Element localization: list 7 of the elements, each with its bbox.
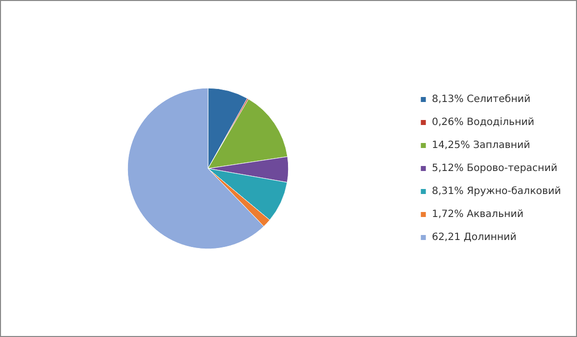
legend-label: 1,72% Аквальний — [432, 209, 524, 220]
legend-label: 8,31% Яружно-балковий — [432, 186, 561, 197]
legend-label: 62,21 Долинний — [432, 232, 517, 243]
legend-label: 0,26% Вододільний — [432, 117, 534, 128]
legend-label: 5,12% Борово-терасний — [432, 163, 558, 174]
legend-label: 8,13% Селитебний — [432, 94, 530, 105]
legend-label: 14,25% Заплавний — [432, 140, 530, 151]
